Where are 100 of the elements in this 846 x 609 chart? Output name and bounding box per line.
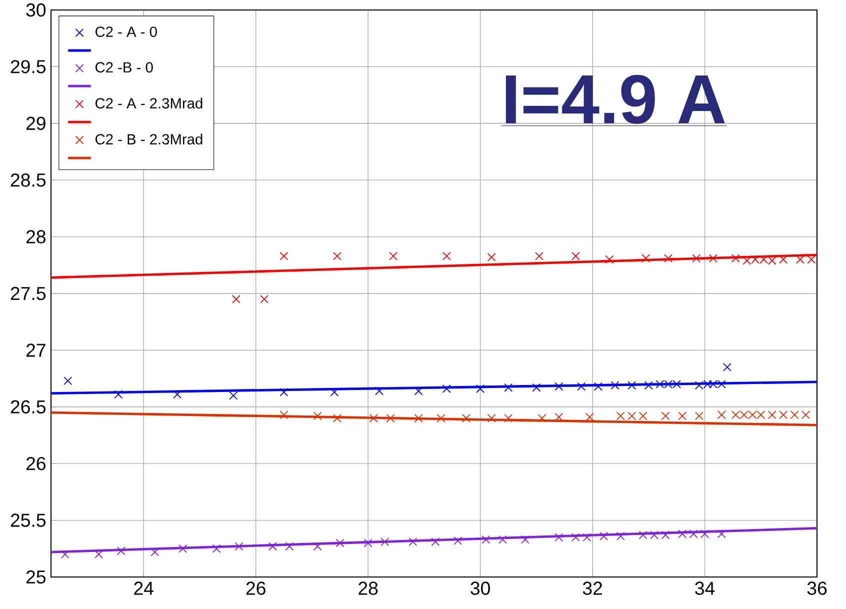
point	[790, 410, 799, 420]
point	[532, 383, 541, 392]
legend-label: C2 - A - 0	[96, 26, 157, 37]
point	[364, 538, 372, 548]
point	[600, 532, 608, 540]
point	[414, 386, 423, 396]
point	[442, 252, 451, 260]
point	[717, 530, 726, 538]
y-tick-label: 28.5	[10, 173, 46, 187]
point	[332, 414, 342, 422]
point	[369, 414, 378, 422]
point	[692, 254, 701, 263]
y-tick-label: 25.5	[10, 514, 46, 527]
y-tick-label: 29	[26, 116, 46, 130]
point	[700, 530, 710, 538]
point	[116, 546, 126, 556]
point	[482, 535, 490, 544]
point	[538, 414, 546, 422]
point	[661, 412, 670, 420]
point	[644, 381, 653, 390]
point	[60, 550, 70, 559]
point	[768, 410, 776, 420]
point	[431, 538, 440, 546]
y-tick-label: 28	[26, 230, 46, 244]
point	[661, 530, 670, 540]
legend-label: C2 -B - 0	[96, 62, 153, 73]
point	[487, 252, 496, 262]
y-tick-label: 30	[26, 3, 46, 17]
point	[689, 530, 698, 538]
point	[585, 412, 594, 422]
point	[554, 382, 564, 391]
point	[232, 294, 240, 304]
point	[375, 386, 384, 396]
annotation: I=4.9 A	[506, 74, 725, 124]
x-tick-label: 34	[695, 582, 715, 595]
point	[534, 252, 544, 260]
point	[476, 384, 485, 393]
point	[150, 548, 160, 556]
y-tick-label: 27.5	[10, 286, 46, 300]
point	[234, 542, 244, 551]
point	[380, 538, 390, 546]
point	[462, 414, 471, 422]
point	[389, 252, 398, 260]
point	[114, 390, 123, 399]
y-tick-label: 26.5	[10, 400, 46, 414]
point	[280, 252, 288, 260]
y-tick-label: 26	[26, 456, 46, 470]
point	[638, 530, 648, 540]
point	[229, 391, 238, 400]
point	[802, 410, 810, 420]
point	[628, 381, 636, 390]
point	[582, 533, 592, 542]
point	[454, 536, 462, 545]
point	[731, 254, 740, 263]
point	[212, 544, 221, 553]
y-tick-label: 25	[26, 570, 46, 584]
point	[610, 381, 620, 390]
point	[678, 412, 687, 420]
point	[260, 294, 268, 304]
point	[173, 390, 182, 399]
legend-label: C2 - A - 2.3Mrad	[96, 98, 202, 109]
point	[487, 414, 496, 422]
point	[268, 542, 277, 551]
point	[638, 412, 648, 420]
x-tick-label: 24	[134, 582, 154, 595]
point	[336, 538, 344, 548]
point	[628, 412, 636, 420]
point	[504, 414, 513, 422]
point	[594, 382, 602, 391]
point	[178, 544, 188, 553]
point	[708, 254, 718, 263]
point	[285, 542, 294, 551]
point	[678, 530, 687, 538]
point	[504, 383, 513, 392]
point	[642, 254, 650, 263]
y-tick-label: 29.5	[10, 60, 46, 74]
x-tick-label: 26	[246, 582, 266, 595]
point	[616, 412, 625, 420]
point	[498, 535, 507, 544]
point	[664, 254, 673, 263]
point	[520, 535, 530, 544]
point	[694, 412, 704, 420]
x-tick-label: 32	[582, 582, 602, 595]
x-tick-label: 28	[358, 582, 378, 595]
point	[616, 532, 625, 540]
point	[605, 255, 614, 264]
point	[332, 252, 342, 260]
point	[436, 414, 446, 422]
point	[313, 542, 322, 551]
legend-label: C2 - B - 2.3Mrad	[96, 134, 202, 144]
point	[722, 362, 732, 372]
point	[408, 538, 418, 546]
point	[807, 255, 816, 264]
y-tick-label: 27	[26, 344, 46, 357]
point	[386, 414, 395, 422]
point	[571, 252, 580, 260]
point	[313, 412, 322, 420]
point	[717, 410, 726, 420]
point	[414, 414, 423, 422]
x-tick-label: 30	[470, 582, 490, 595]
